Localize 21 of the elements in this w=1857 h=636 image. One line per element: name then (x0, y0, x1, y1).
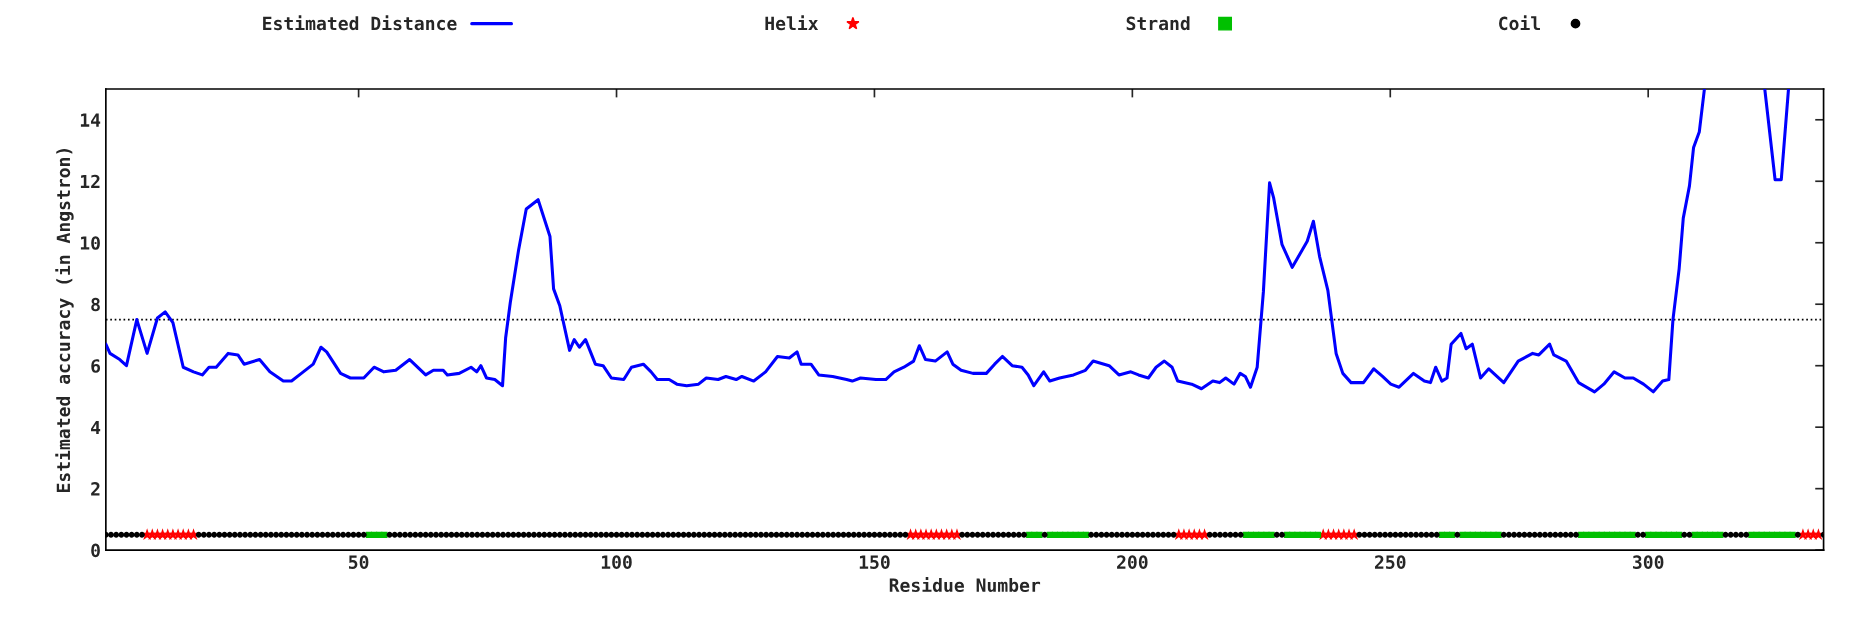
y-tick-label: 12 (80, 174, 100, 189)
line-series (105, 89, 1706, 394)
x-tick-label: 200 (1117, 555, 1148, 569)
legend-label: Coil (1499, 15, 1540, 31)
x-axis-title: Residue Number (889, 577, 1041, 593)
y-tick-label: 14 (80, 113, 101, 127)
y-axis-title: Estimated accuracy (in Angstron) (55, 149, 74, 493)
y-tick-label: 8 (91, 297, 100, 312)
x-tick-label: 250 (1374, 555, 1406, 569)
x-tick-label: 150 (859, 555, 890, 569)
legend-label: Strand (1126, 16, 1190, 31)
y-tick-label: 2 (91, 482, 100, 496)
y-tick-label: 10 (80, 236, 100, 250)
x-tick-label: 50 (349, 555, 369, 569)
x-tick-label: 100 (601, 555, 632, 569)
x-tick-label: 300 (1632, 555, 1664, 569)
legend-label: Estimated Distance (263, 15, 457, 31)
y-tick-label: 4 (91, 420, 101, 435)
legend-label: Helix (765, 15, 819, 31)
y-tick-label: 0 (91, 543, 100, 558)
y-tick-label: 6 (91, 359, 101, 373)
